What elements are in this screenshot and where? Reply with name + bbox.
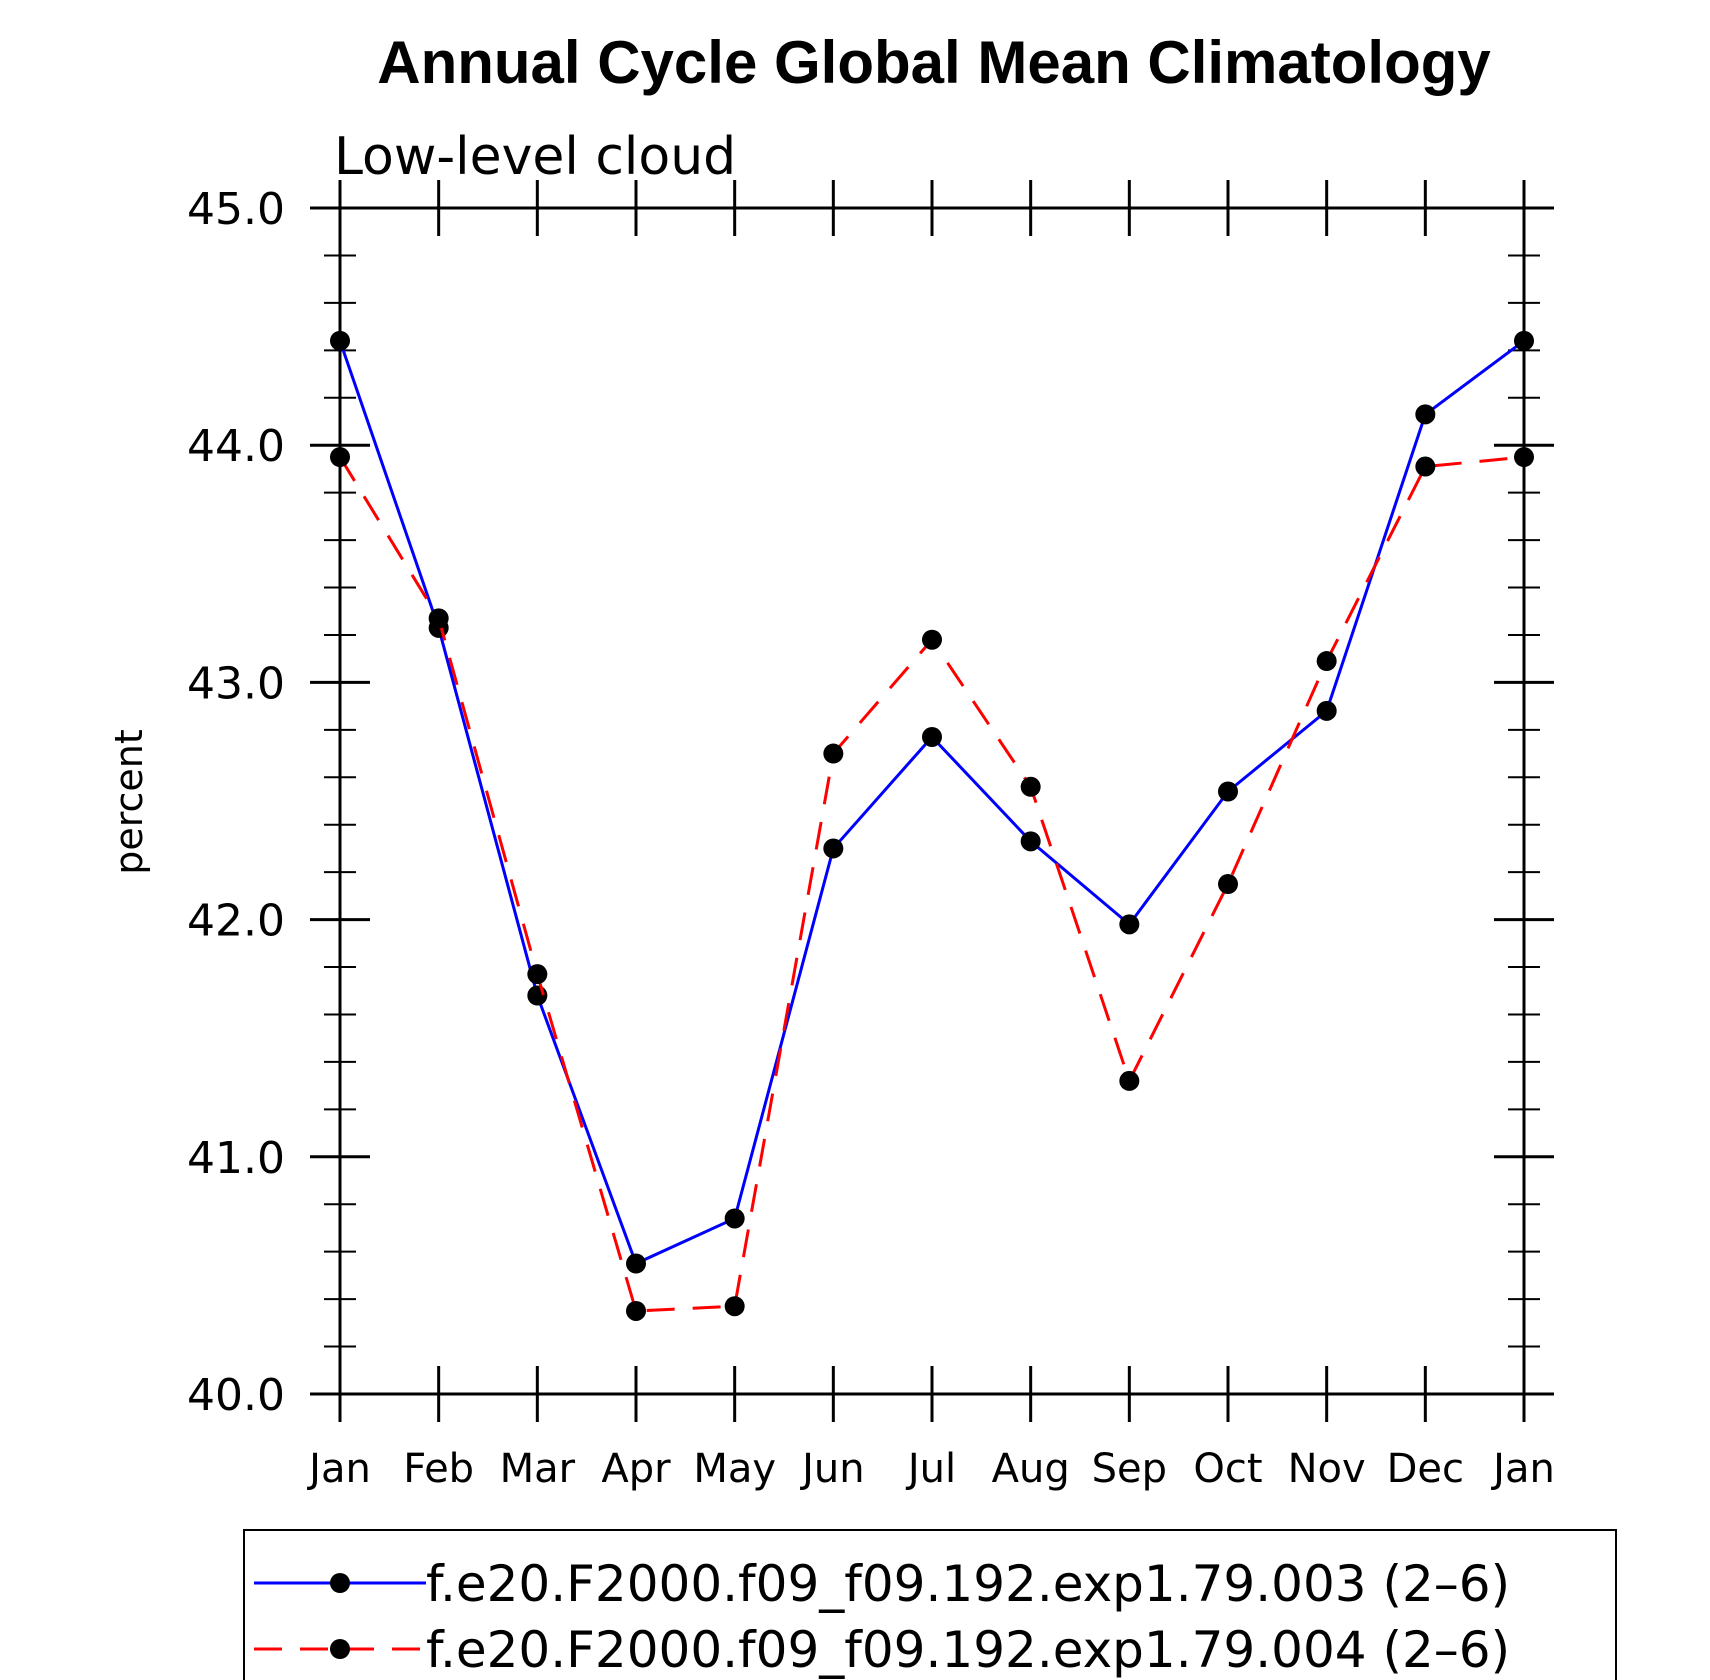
data-point (1415, 456, 1436, 477)
y-tick-label: 40.0 (187, 1370, 285, 1421)
x-tick-label: Mar (500, 1446, 576, 1492)
series-layer (330, 330, 1534, 1321)
x-tick-label: Nov (1288, 1446, 1366, 1492)
data-point (330, 330, 350, 351)
data-point (922, 726, 942, 747)
y-tick-label: 45.0 (187, 184, 285, 235)
axis-ticks (310, 180, 1554, 1422)
data-point (1415, 404, 1436, 425)
y-tick-label: 43.0 (187, 658, 285, 709)
data-point (626, 1253, 646, 1274)
y-axis-label: percent (107, 729, 151, 875)
data-point (330, 447, 350, 468)
data-point (922, 629, 942, 650)
data-point (1020, 831, 1041, 852)
x-tick-label: Jun (799, 1446, 865, 1492)
legend: f.e20.F2000.f09_f09.192.exp1.79.003 (2–6… (254, 1555, 1510, 1679)
y-tick-label: 41.0 (187, 1133, 285, 1184)
data-point (823, 838, 844, 859)
x-tick-label: Feb (403, 1446, 474, 1492)
legend-label: f.e20.F2000.f09_f09.192.exp1.79.003 (2–6… (426, 1555, 1510, 1613)
legend-marker (330, 1639, 350, 1659)
x-tick-label: Jan (1490, 1446, 1555, 1492)
data-point (1316, 651, 1337, 672)
x-tick-label: Dec (1387, 1446, 1464, 1492)
series-line (338, 339, 1525, 1266)
chart-subtitle: Low-level cloud (334, 127, 736, 187)
plot-frame (338, 206, 1526, 1396)
data-point (823, 743, 844, 764)
data-point (1119, 1070, 1140, 1091)
series-2 (330, 447, 1534, 1321)
data-point (1316, 700, 1337, 721)
x-tick-label: May (693, 1446, 776, 1492)
x-tick-label: Jan (306, 1446, 371, 1492)
legend-box (243, 1529, 1617, 1680)
data-point (1514, 447, 1534, 468)
data-point (626, 1300, 646, 1321)
x-tick-label: Oct (1193, 1446, 1262, 1492)
data-point (1119, 914, 1140, 935)
data-point (1218, 781, 1238, 802)
x-tick-label: Jul (905, 1446, 956, 1492)
x-tick-label: Sep (1092, 1446, 1167, 1492)
chart-title: Annual Cycle Global Mean Climatology (377, 29, 1491, 96)
data-point (1218, 874, 1238, 895)
x-tick-label: Apr (601, 1446, 671, 1492)
data-point (724, 1208, 745, 1229)
legend-label: f.e20.F2000.f09_f09.192.exp1.79.004 (2–6… (426, 1621, 1510, 1679)
data-point (428, 608, 449, 629)
data-point (1514, 330, 1534, 351)
data-point (527, 985, 548, 1006)
data-point (527, 964, 548, 985)
series-line (338, 455, 1525, 1313)
data-point (1020, 776, 1041, 797)
legend-marker (330, 1573, 350, 1593)
series-1 (330, 330, 1534, 1274)
y-tick-label: 44.0 (187, 421, 285, 472)
y-tick-label: 42.0 (187, 896, 285, 947)
y-tick-labels: 40.0 41.0 42.0 43.0 44.0 45.0 (187, 184, 285, 1421)
x-tick-labels: Jan Feb Mar Apr May Jun Jul Aug Sep Oct Nov Dec Jan (306, 1446, 1555, 1492)
data-point (724, 1296, 745, 1317)
x-tick-label: Aug (992, 1446, 1070, 1492)
